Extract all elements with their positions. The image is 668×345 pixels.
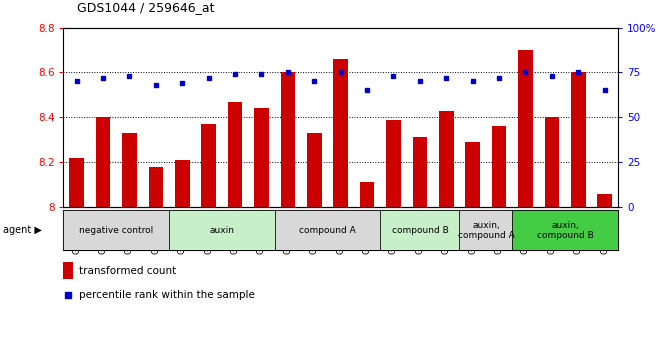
- Bar: [122, 133, 137, 207]
- Bar: [169, 210, 275, 250]
- Bar: [228, 101, 242, 207]
- Text: compound A: compound A: [299, 226, 356, 235]
- Text: transformed count: transformed count: [79, 266, 176, 276]
- Text: auxin,
compound B: auxin, compound B: [536, 220, 593, 240]
- Bar: [69, 158, 84, 207]
- Bar: [333, 59, 348, 207]
- Bar: [492, 126, 506, 207]
- Bar: [148, 167, 163, 207]
- Bar: [275, 210, 380, 250]
- Bar: [360, 183, 374, 207]
- Bar: [571, 72, 586, 207]
- Bar: [175, 160, 190, 207]
- Bar: [380, 210, 460, 250]
- Bar: [96, 117, 110, 207]
- Bar: [597, 194, 612, 207]
- Bar: [63, 262, 73, 279]
- Text: auxin: auxin: [209, 226, 234, 235]
- Bar: [202, 124, 216, 207]
- Text: auxin,
compound A: auxin, compound A: [458, 220, 514, 240]
- Text: GDS1044 / 259646_at: GDS1044 / 259646_at: [77, 1, 214, 14]
- Bar: [439, 111, 454, 207]
- Text: percentile rank within the sample: percentile rank within the sample: [79, 290, 255, 300]
- Bar: [512, 210, 618, 250]
- Bar: [281, 72, 295, 207]
- Text: negative control: negative control: [79, 226, 154, 235]
- Text: compound B: compound B: [391, 226, 448, 235]
- Bar: [460, 210, 512, 250]
- Bar: [518, 50, 533, 207]
- Bar: [63, 210, 169, 250]
- Bar: [466, 142, 480, 207]
- Bar: [544, 117, 559, 207]
- Bar: [255, 108, 269, 207]
- Text: agent ▶: agent ▶: [3, 225, 42, 235]
- Bar: [413, 137, 427, 207]
- Bar: [307, 133, 321, 207]
- Bar: [386, 119, 401, 207]
